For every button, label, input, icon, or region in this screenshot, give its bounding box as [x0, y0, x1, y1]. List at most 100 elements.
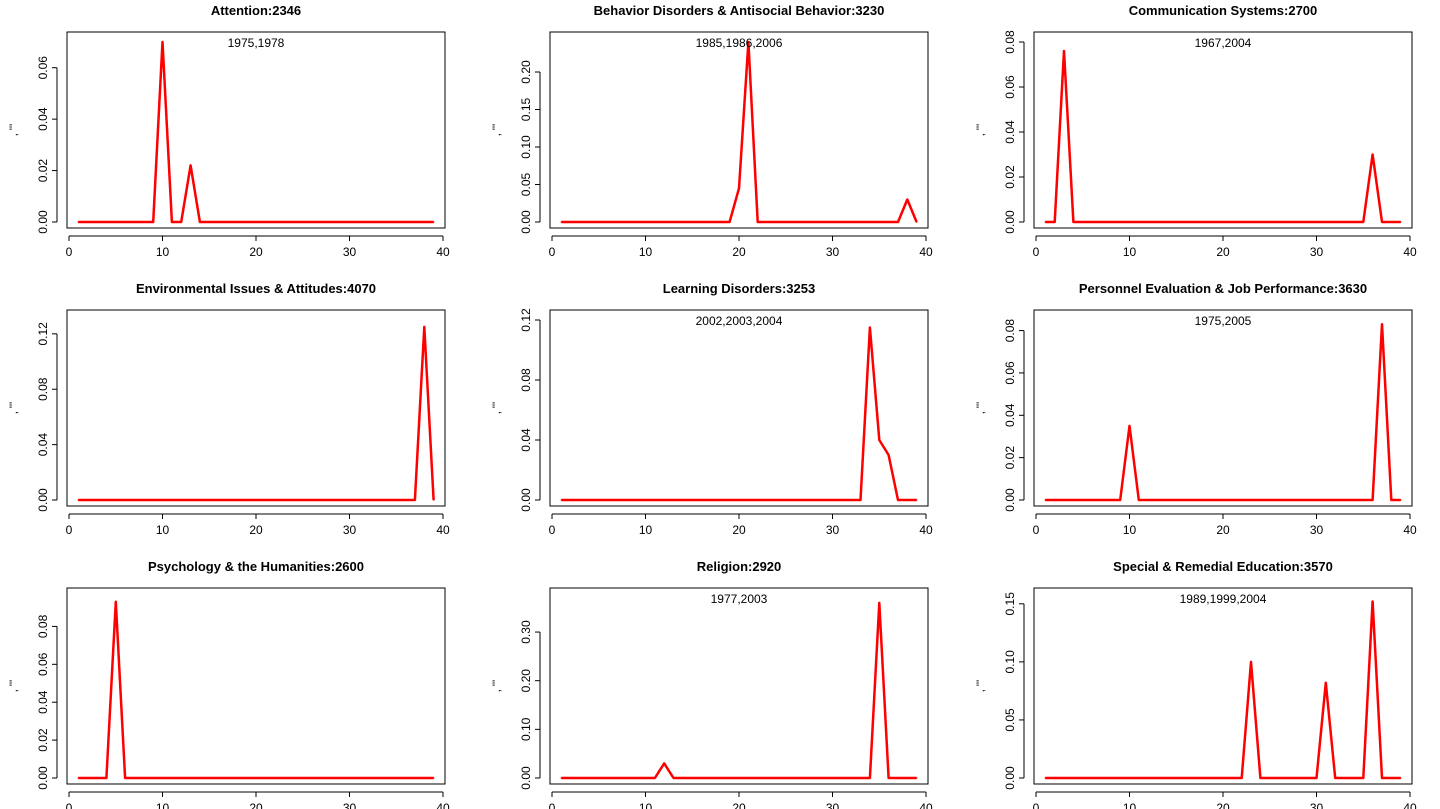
- series-line: [1045, 322, 1401, 502]
- data-point: [560, 221, 563, 223]
- y-tick-label: 0.06: [36, 56, 50, 80]
- data-point: [1250, 661, 1252, 663]
- y-tick-label: 0.12: [519, 308, 533, 332]
- plot-frame: [1033, 309, 1413, 507]
- data-point: [756, 221, 759, 223]
- y-tick-label: 0.04: [36, 433, 50, 457]
- data-point: [161, 41, 164, 43]
- y-tick-label: 0.10: [519, 135, 533, 159]
- data-point: [1138, 499, 1140, 501]
- data-point: [747, 41, 750, 43]
- y-tick-label: 0.06: [1003, 361, 1017, 385]
- data-point: [432, 499, 435, 501]
- y-tick-label: 0.15: [1003, 592, 1017, 616]
- data-point: [77, 777, 80, 779]
- x-tick-label: 10: [156, 245, 170, 259]
- x-tick-label: 40: [919, 523, 933, 537]
- data-point: [897, 499, 899, 501]
- y-axis-label: , ''': [491, 402, 503, 414]
- series-line: [561, 326, 917, 502]
- plot-frame: [66, 309, 446, 507]
- x-tick-label: 40: [1403, 523, 1417, 537]
- y-tick-label: 0.04: [1003, 403, 1017, 427]
- y-axis-label: , ''': [975, 124, 987, 136]
- y-tick-label: 0.05: [1003, 708, 1017, 732]
- data-point: [1044, 221, 1047, 223]
- plot-frame: [1033, 587, 1413, 785]
- x-tick-label: 10: [156, 801, 170, 809]
- y-tick-label: 0.10: [519, 717, 533, 741]
- x-tick-label: 40: [919, 801, 933, 809]
- y-tick-label: 0.04: [36, 107, 50, 131]
- series-line: [561, 40, 918, 224]
- data-point: [878, 439, 881, 441]
- panel-title: Personnel Evaluation & Job Performance:3…: [1079, 281, 1367, 296]
- panel-title: Psychology & the Humanities:2600: [148, 559, 364, 574]
- data-point: [1381, 221, 1383, 223]
- x-tick-label: 30: [826, 801, 840, 809]
- data-point: [1044, 777, 1047, 779]
- x-tick-label: 10: [639, 245, 653, 259]
- x-tick-label: 10: [156, 523, 170, 537]
- y-tick-label: 0.08: [36, 377, 50, 401]
- x-tick-label: 30: [826, 245, 840, 259]
- data-point: [1119, 499, 1121, 501]
- data-point: [105, 777, 108, 779]
- y-axis-label: , ''': [975, 402, 987, 414]
- panel-8: Special & Remedial Education:3570 0 10 20 30…: [975, 559, 1417, 809]
- panel-4: Learning Disorders:3253 0 10 20 30 40 0.00 0.04…: [491, 281, 933, 537]
- data-point: [672, 777, 675, 779]
- data-point: [1381, 323, 1383, 326]
- x-tick-label: 10: [1123, 245, 1137, 259]
- y-tick-label: 0.02: [1003, 446, 1017, 470]
- y-tick-label: 0.00: [519, 766, 533, 790]
- data-point: [869, 326, 871, 329]
- year-annotation: 1985,1986,2006: [696, 36, 783, 50]
- data-point: [738, 187, 740, 190]
- panel-3: Environmental Issues & Attitudes:4070 0 10…: [8, 281, 450, 537]
- x-tick-label: 40: [436, 801, 450, 809]
- y-tick-label: 0.04: [1003, 120, 1017, 144]
- y-tick-label: 0.00: [1003, 766, 1017, 790]
- plot-frame: [66, 587, 446, 785]
- data-point: [171, 221, 173, 223]
- data-point: [878, 602, 881, 604]
- panel-1: Behavior Disorders & Antisocial Behavior…: [491, 3, 933, 259]
- x-tick-label: 30: [343, 523, 357, 537]
- data-point: [432, 777, 435, 779]
- series-line: [561, 601, 917, 780]
- data-point: [897, 221, 899, 223]
- data-point: [1259, 777, 1262, 779]
- year-annotation: 1967,2004: [1195, 36, 1252, 50]
- data-point: [1325, 681, 1327, 684]
- x-tick-label: 0: [1033, 245, 1040, 259]
- x-tick-label: 30: [826, 523, 840, 537]
- year-annotation: 1977,2003: [711, 592, 768, 606]
- data-point: [77, 499, 80, 501]
- x-tick-label: 10: [639, 801, 653, 809]
- y-tick-label: 0.04: [519, 428, 533, 452]
- x-tick-label: 0: [1033, 801, 1040, 809]
- data-point: [124, 777, 126, 779]
- plot-frame: [549, 31, 929, 229]
- panel-5: Personnel Evaluation & Job Performance:3…: [975, 281, 1417, 537]
- panel-title: Behavior Disorders & Antisocial Behavior…: [594, 3, 885, 18]
- y-tick-label: 0.10: [1003, 650, 1017, 674]
- data-point: [654, 777, 656, 779]
- y-tick-label: 0.12: [36, 322, 50, 346]
- x-tick-label: 20: [732, 801, 746, 809]
- data-point: [1381, 777, 1383, 779]
- data-point: [423, 326, 426, 328]
- y-tick-label: 0.06: [1003, 75, 1017, 99]
- x-tick-label: 10: [639, 523, 653, 537]
- y-tick-label: 0.00: [519, 210, 533, 234]
- x-tick-label: 40: [1403, 245, 1417, 259]
- x-tick-label: 10: [1123, 801, 1137, 809]
- data-point: [560, 777, 563, 779]
- data-point: [915, 499, 918, 501]
- y-tick-label: 0.00: [36, 210, 50, 234]
- data-point: [1044, 499, 1047, 501]
- data-point: [432, 221, 435, 223]
- data-point: [114, 600, 117, 603]
